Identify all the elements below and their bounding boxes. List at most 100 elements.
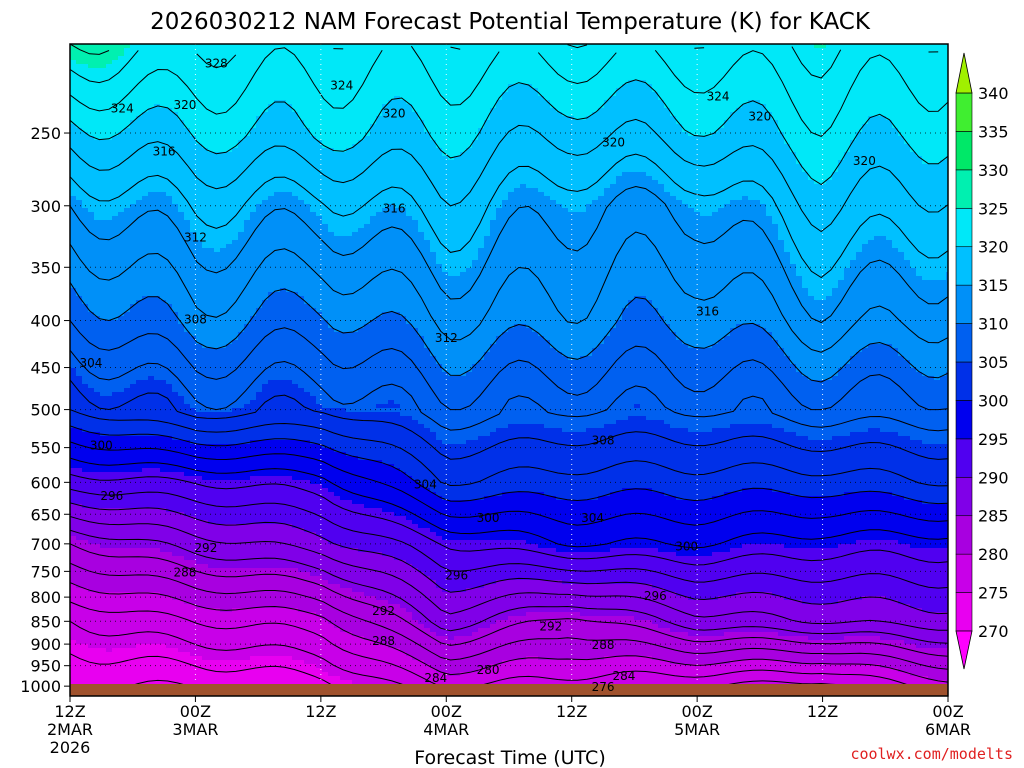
theta-cell bbox=[100, 612, 107, 617]
theta-cell bbox=[88, 580, 95, 585]
theta-cell bbox=[82, 324, 89, 329]
theta-cell bbox=[100, 128, 107, 133]
theta-cell bbox=[94, 140, 101, 145]
theta-cell bbox=[100, 160, 107, 165]
theta-cell bbox=[70, 260, 77, 265]
theta-cell bbox=[106, 140, 113, 145]
theta-cell bbox=[88, 424, 95, 429]
theta-cell bbox=[106, 68, 113, 73]
theta-cell bbox=[94, 456, 101, 461]
theta-cell bbox=[112, 528, 119, 533]
theta-cell bbox=[88, 184, 95, 189]
theta-cell bbox=[94, 528, 101, 533]
theta-cell bbox=[106, 180, 113, 185]
theta-cell bbox=[100, 92, 107, 97]
theta-cell bbox=[100, 124, 107, 129]
theta-cell bbox=[70, 628, 77, 633]
theta-cell bbox=[112, 116, 119, 121]
theta-cell bbox=[94, 192, 101, 197]
theta-cell bbox=[100, 140, 107, 145]
theta-cell bbox=[100, 116, 107, 121]
theta-cell bbox=[100, 508, 107, 513]
theta-cell bbox=[106, 232, 113, 237]
theta-cell bbox=[88, 236, 95, 241]
theta-cell bbox=[100, 388, 107, 393]
theta-cell bbox=[106, 224, 113, 229]
theta-cell bbox=[94, 408, 101, 413]
theta-cell bbox=[100, 196, 107, 201]
theta-cell bbox=[88, 564, 95, 569]
theta-cell bbox=[94, 648, 101, 653]
theta-cell bbox=[106, 472, 113, 477]
theta-cell bbox=[94, 188, 101, 193]
chart-title: 2026030212 NAM Forecast Potential Temper… bbox=[150, 9, 871, 35]
theta-cell bbox=[106, 664, 113, 669]
theta-cell bbox=[106, 308, 113, 313]
theta-cell bbox=[88, 640, 95, 645]
theta-cell bbox=[82, 60, 89, 65]
theta-cell bbox=[100, 148, 107, 153]
theta-cell bbox=[100, 300, 107, 305]
theta-cell bbox=[88, 96, 95, 101]
theta-cell bbox=[94, 400, 101, 405]
theta-cell bbox=[106, 588, 113, 593]
theta-cell bbox=[82, 200, 89, 205]
theta-cell bbox=[76, 664, 83, 669]
theta-cell bbox=[70, 128, 77, 133]
theta-cell bbox=[70, 336, 77, 341]
theta-cell bbox=[76, 660, 83, 665]
theta-cell bbox=[82, 616, 89, 621]
theta-cell bbox=[70, 660, 77, 665]
theta-cell bbox=[94, 512, 101, 517]
theta-cell bbox=[76, 104, 83, 109]
theta-cell bbox=[100, 232, 107, 237]
theta-cell bbox=[76, 572, 83, 577]
theta-cell bbox=[94, 68, 101, 73]
theta-cell bbox=[100, 604, 107, 609]
theta-cell bbox=[76, 84, 83, 89]
theta-cell bbox=[112, 460, 119, 465]
theta-cell bbox=[100, 504, 107, 509]
theta-cell bbox=[70, 368, 77, 373]
theta-cell bbox=[76, 500, 83, 505]
theta-cell bbox=[106, 176, 113, 181]
theta-cell bbox=[76, 588, 83, 593]
theta-cell bbox=[82, 176, 89, 181]
theta-cell bbox=[82, 348, 89, 353]
theta-cell bbox=[88, 372, 95, 377]
theta-cell bbox=[88, 480, 95, 485]
theta-cell bbox=[82, 600, 89, 605]
theta-cell bbox=[112, 520, 119, 525]
theta-cell bbox=[112, 48, 119, 53]
theta-cell bbox=[70, 328, 77, 333]
theta-cell bbox=[94, 100, 101, 105]
theta-cell bbox=[82, 144, 89, 149]
theta-cell bbox=[100, 452, 107, 457]
theta-cell bbox=[106, 580, 113, 585]
theta-cell bbox=[106, 680, 113, 685]
theta-cell bbox=[76, 468, 83, 473]
theta-cell bbox=[82, 408, 89, 413]
theta-cell bbox=[94, 548, 101, 553]
theta-cell bbox=[112, 428, 119, 433]
theta-cell bbox=[82, 508, 89, 513]
theta-cell bbox=[88, 224, 95, 229]
theta-cell bbox=[112, 188, 119, 193]
theta-cell bbox=[88, 620, 95, 625]
theta-cell bbox=[112, 200, 119, 205]
theta-cell bbox=[76, 60, 83, 65]
theta-cell bbox=[88, 396, 95, 401]
theta-cell bbox=[76, 672, 83, 677]
theta-cell bbox=[88, 208, 95, 213]
theta-cell bbox=[112, 92, 119, 97]
theta-cell bbox=[82, 56, 89, 61]
theta-cell bbox=[100, 624, 107, 629]
theta-cell bbox=[70, 340, 77, 345]
theta-cell bbox=[106, 88, 113, 93]
theta-cell bbox=[70, 608, 77, 613]
theta-cell bbox=[88, 380, 95, 385]
theta-cell bbox=[94, 104, 101, 109]
theta-cell bbox=[94, 72, 101, 77]
theta-cell bbox=[70, 524, 77, 529]
theta-cell bbox=[76, 52, 83, 57]
